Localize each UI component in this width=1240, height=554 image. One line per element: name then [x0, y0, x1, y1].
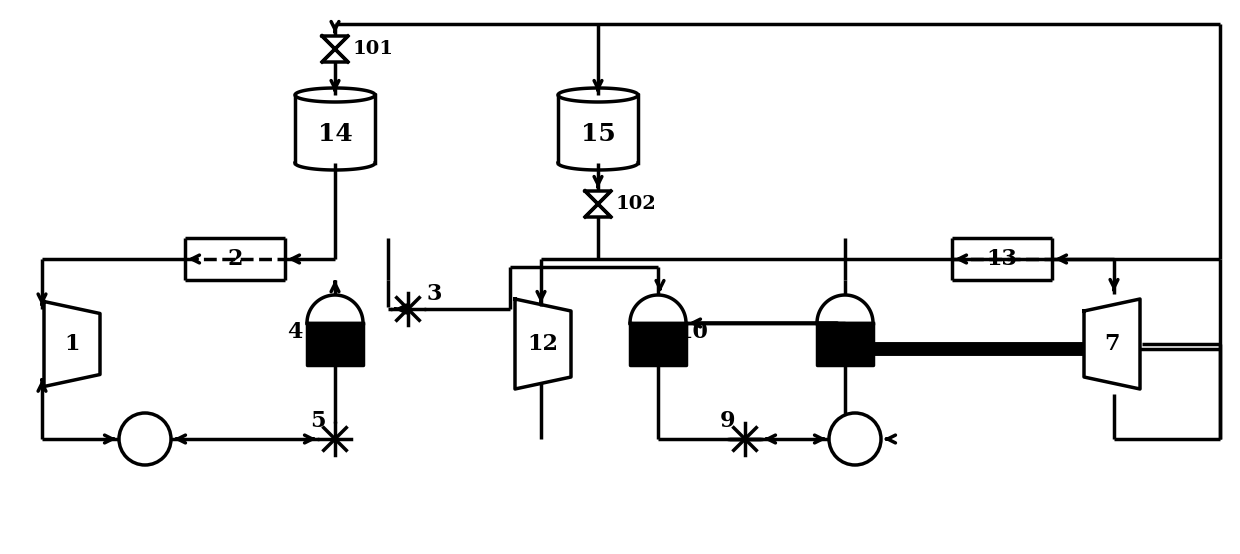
- Text: 7: 7: [1105, 333, 1120, 355]
- Text: 13: 13: [987, 248, 1018, 270]
- Text: 9: 9: [720, 410, 735, 432]
- Text: 15: 15: [580, 122, 615, 146]
- Text: 4: 4: [288, 321, 303, 343]
- Text: 61: 61: [131, 430, 159, 448]
- Text: 14: 14: [317, 122, 352, 146]
- Circle shape: [830, 413, 880, 465]
- Text: 102: 102: [616, 195, 657, 213]
- Text: 3: 3: [427, 283, 441, 305]
- Text: 12: 12: [527, 333, 558, 355]
- Text: 11: 11: [830, 328, 861, 350]
- Text: 101: 101: [353, 40, 394, 58]
- Text: 5: 5: [310, 410, 325, 432]
- Text: 2: 2: [227, 248, 243, 270]
- Text: 1: 1: [64, 333, 79, 355]
- Circle shape: [119, 413, 171, 465]
- Text: 10: 10: [677, 321, 708, 343]
- Text: 81: 81: [842, 430, 869, 448]
- Polygon shape: [817, 323, 873, 365]
- Polygon shape: [630, 323, 686, 365]
- Polygon shape: [308, 323, 363, 365]
